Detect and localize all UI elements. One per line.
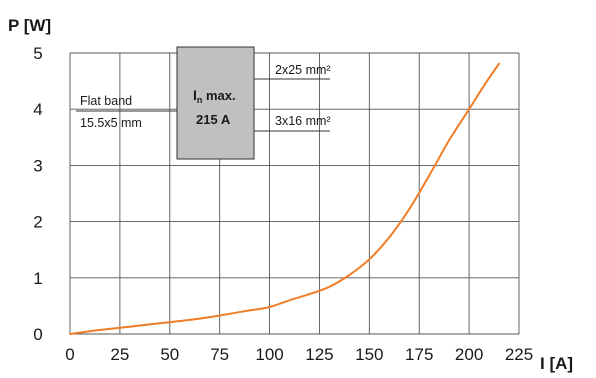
y-tick-label: 1 [33,269,42,288]
rating-box-I: I [193,87,197,103]
y-tick-label: 3 [33,156,42,175]
annotation-group: In max. 215 A Flat band 15.5x5 mm 2x25 m… [76,46,331,160]
label-3x16: 3x16 mm² [275,114,331,128]
x-axis-title: I [A] [540,354,573,373]
x-tick-label: 225 [505,345,533,364]
x-tick-label: 175 [405,345,433,364]
x-tick-label: 0 [65,345,74,364]
y-tick-label: 5 [33,44,42,63]
rating-box-label-1: In max. [193,87,236,105]
rating-box [176,46,255,160]
tick-labels: 0 25 50 75 100 125 150 175 200 225 0 1 2 3 4 5 [33,44,533,364]
grid [69,52,520,335]
y-tick-label: 0 [33,325,42,344]
rating-box-max: max. [202,88,235,103]
series [69,62,500,335]
x-tick-label: 150 [355,345,383,364]
label-flatband-2: 15.5x5 mm [80,116,142,130]
x-tick-label: 200 [455,345,483,364]
rating-box-label-2: 215 A [196,112,231,127]
y-axis-title: P [W] [8,16,51,35]
x-tick-label: 25 [110,345,129,364]
x-tick-label: 125 [305,345,333,364]
y-tick-label: 4 [33,100,42,119]
x-tick-label: 75 [210,345,229,364]
label-flatband-1: Flat band [80,94,132,108]
rating-box-subscript: n [197,95,203,105]
x-tick-label: 100 [255,345,283,364]
x-tick-label: 50 [160,345,179,364]
power-curve-line [69,62,500,335]
y-tick-label: 2 [33,213,42,232]
label-2x25: 2x25 mm² [275,63,331,77]
